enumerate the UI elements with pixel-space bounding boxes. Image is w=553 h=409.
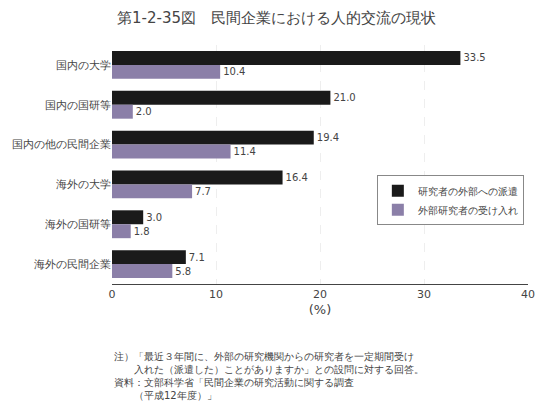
svg-text:海外の国研等: 海外の国研等 xyxy=(45,218,111,231)
svg-text:21.0: 21.0 xyxy=(333,92,355,103)
svg-text:国内の他の民間企業: 国内の他の民間企業 xyxy=(12,138,111,151)
svg-text:10: 10 xyxy=(209,288,223,301)
svg-text:国内の国研等: 国内の国研等 xyxy=(45,99,111,112)
svg-text:(%): (%) xyxy=(309,302,332,317)
svg-text:7.7: 7.7 xyxy=(195,186,211,197)
svg-text:16.4: 16.4 xyxy=(286,172,308,183)
svg-text:0: 0 xyxy=(109,288,116,301)
svg-text:5.8: 5.8 xyxy=(175,266,191,277)
svg-text:研究者の外部への派遣: 研究者の外部への派遣 xyxy=(418,186,518,197)
svg-text:3.0: 3.0 xyxy=(146,212,162,223)
svg-text:7.1: 7.1 xyxy=(189,252,205,263)
svg-text:注）「最近３年間に、外部の研究機関からの研究者を一定期間受け: 注）「最近３年間に、外部の研究機関からの研究者を一定期間受け 入れた（派遣した）… xyxy=(114,351,424,401)
svg-text:11.4: 11.4 xyxy=(234,146,256,157)
svg-text:40: 40 xyxy=(521,288,535,301)
svg-text:国内の大学: 国内の大学 xyxy=(56,59,111,72)
svg-text:2.0: 2.0 xyxy=(136,106,152,117)
svg-text:海外の民間企業: 海外の民間企業 xyxy=(34,258,111,271)
svg-text:外部研究者の受け入れ: 外部研究者の受け入れ xyxy=(418,205,518,216)
svg-text:第1-2-35図 民間企業における人的交流の現状: 第1-2-35図 民間企業における人的交流の現状 xyxy=(117,9,436,27)
svg-text:20: 20 xyxy=(313,288,327,301)
svg-text:19.4: 19.4 xyxy=(317,132,339,143)
svg-text:33.5: 33.5 xyxy=(463,52,485,63)
svg-text:1.8: 1.8 xyxy=(134,226,150,237)
svg-text:30: 30 xyxy=(417,288,431,301)
svg-text:10.4: 10.4 xyxy=(223,66,245,77)
svg-text:海外の大学: 海外の大学 xyxy=(56,178,111,191)
